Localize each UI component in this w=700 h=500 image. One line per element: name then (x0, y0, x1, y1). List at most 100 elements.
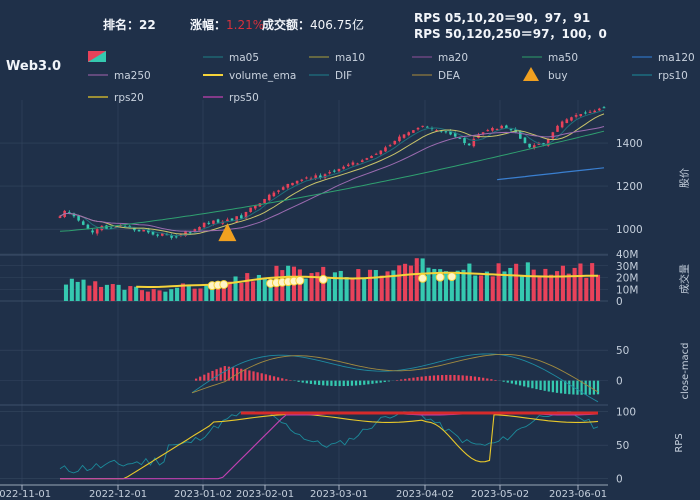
volume-bar (525, 262, 530, 301)
candle-body (481, 132, 485, 135)
candle-body (588, 111, 592, 113)
volume-bar (315, 272, 320, 301)
volume-bar (408, 265, 413, 301)
candle-body (323, 174, 327, 178)
volume-bar (531, 269, 536, 301)
volume-bar (379, 275, 384, 301)
macd-histogram-bar (338, 380, 341, 387)
candle-body (295, 180, 299, 184)
volume-bar (467, 263, 472, 301)
volume-tick-label: 20M (616, 273, 638, 285)
candle-body (505, 125, 508, 128)
ma50-line (59, 130, 605, 232)
x-tick-label: 2023-02-01 (236, 489, 294, 500)
candle-body (291, 182, 294, 186)
macd-histogram-bar (416, 377, 419, 381)
macd-histogram-bar (514, 380, 518, 385)
candle-body (95, 229, 99, 234)
macd-histogram-bar (568, 380, 571, 395)
macd-histogram-bar (272, 376, 276, 381)
volume-bar (362, 277, 367, 301)
candle-body (267, 194, 271, 201)
rps-line-1: RPS 05,10,20＝90，97，91 (414, 11, 591, 25)
candle-body (235, 216, 238, 222)
ma120-line (497, 167, 605, 181)
ma10-line (59, 113, 605, 235)
macd-histogram-bar (461, 375, 464, 381)
macd-histogram-bar (268, 375, 272, 381)
volume-bar (198, 288, 203, 301)
macd-histogram-bar (420, 376, 423, 381)
macd-histogram-bar (334, 380, 337, 387)
volume-highlight-dot (318, 274, 328, 284)
x-tick-label: 2023-06-01 (549, 489, 607, 500)
legend: ma05 ma10 ma20 ma50 ma120 ma250 volume_ema DIF D… (88, 51, 695, 104)
macd-histogram-bar (592, 380, 596, 395)
macd-histogram-bar (555, 380, 559, 393)
macd-histogram-bar (502, 380, 505, 382)
candle-body (360, 160, 364, 163)
candle-body (147, 229, 150, 233)
candle-body (351, 162, 355, 165)
candle-body (560, 121, 564, 128)
macd-histogram-bar (244, 369, 247, 381)
macd-histogram-bar (375, 380, 378, 384)
candle-body (58, 216, 62, 219)
volume-bar (63, 284, 69, 301)
volume-bar (519, 275, 525, 301)
volume-bar (367, 269, 373, 301)
volume-bar (157, 290, 162, 301)
legend-buy-icon (523, 67, 539, 81)
volume-bar (578, 263, 583, 301)
macd-histogram-bar (199, 376, 202, 381)
candle-body (151, 231, 155, 235)
volume-bar (555, 271, 560, 301)
legend-label: ma05 (229, 52, 259, 64)
price-tick-label: 1200 (616, 181, 643, 193)
volume-bar (93, 281, 98, 301)
macd-histogram-bar (264, 374, 267, 381)
volume-bar (432, 268, 437, 301)
legend-label: buy (548, 70, 568, 82)
candle-body (286, 183, 290, 188)
macd-histogram-bar (543, 380, 546, 391)
macd-histogram-bar (363, 380, 366, 385)
volume-bar (502, 271, 507, 301)
volume-bar (110, 284, 115, 301)
volume-bar (397, 265, 402, 301)
volume-tick-label: 0 (616, 296, 623, 308)
candle-body (244, 211, 248, 219)
volume-bar (175, 287, 180, 301)
macd-histogram-bar (256, 372, 259, 381)
macd-histogram-bar (387, 380, 390, 382)
macd-histogram-bar (215, 369, 218, 381)
ma20-line (59, 126, 605, 232)
macd-histogram-bar (482, 377, 485, 381)
candle-body (72, 213, 76, 217)
volume-bar (584, 277, 589, 301)
macd-histogram-bar (584, 380, 587, 395)
volume-bar (490, 276, 495, 301)
legend-label: ma10 (335, 52, 365, 64)
candle-body (532, 145, 536, 148)
macd-histogram-bar (313, 380, 317, 385)
candle-body (77, 215, 80, 221)
legend-label: rps20 (114, 92, 144, 104)
x-tick-label: 2022-12-01 (89, 489, 147, 500)
change-value: 1.21% (226, 18, 265, 32)
volume-bar (338, 270, 343, 301)
x-tick-label: 2023-03-01 (310, 489, 368, 500)
macd-histogram-bar (207, 372, 210, 381)
macd-histogram-bar (367, 380, 370, 385)
rps-tick-label: 50 (616, 440, 629, 452)
buy-signal-marker (218, 223, 237, 242)
ma05-line (59, 109, 605, 237)
volume-bar (443, 271, 449, 301)
candle-body (495, 129, 499, 131)
volume-bar (204, 285, 209, 301)
macd-histogram-bar (445, 374, 448, 381)
macd-histogram-bar (203, 374, 206, 381)
volume-bar (356, 269, 361, 301)
macd-histogram-bar (322, 380, 325, 386)
